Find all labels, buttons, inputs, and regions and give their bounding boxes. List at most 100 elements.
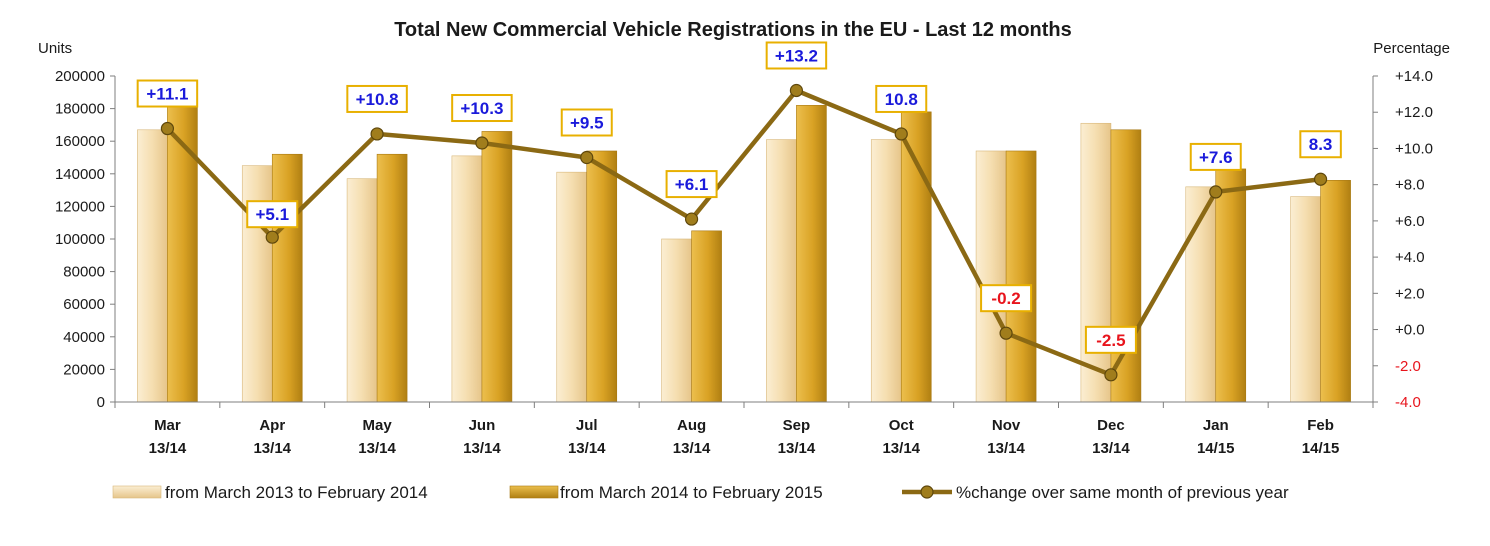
x-tick-label-month: Apr (259, 417, 285, 434)
pct-change-marker (160, 121, 175, 136)
bar-2013-14 (451, 155, 483, 403)
bar-2013-14 (1080, 122, 1112, 403)
right-tick-label: +6.0 (1395, 213, 1425, 230)
left-tick-label: 20000 (63, 361, 105, 378)
left-tick-label: 80000 (63, 264, 105, 281)
bar-2014-15 (376, 153, 408, 403)
data-label-box (665, 170, 718, 199)
data-label: 10.8 (885, 90, 918, 109)
bars-layer (137, 100, 1351, 403)
left-tick-label: 60000 (63, 296, 105, 313)
x-tick-label-period: 13/14 (149, 440, 187, 457)
data-label: +11.1 (146, 85, 188, 104)
right-tick-label: +0.0 (1395, 322, 1425, 339)
x-tick-label-month: Dec (1097, 417, 1125, 434)
x-tick-label-month: Oct (889, 417, 914, 434)
x-tick-label-month: Aug (677, 417, 706, 434)
data-label: +5.1 (255, 205, 289, 224)
x-tick-label-period: 13/14 (778, 440, 816, 457)
bar-2014-15 (1110, 129, 1142, 403)
data-label: -2.5 (1096, 331, 1125, 350)
x-axis: Mar 13/14 Apr 13/14 May 13/14 Jun 13/14 Jul 13/14… (114, 401, 1374, 457)
bar-2013-14 (556, 171, 588, 403)
x-tick-label-period: 13/14 (1092, 440, 1130, 457)
x-tick-label-period: 13/14 (253, 440, 291, 457)
bar-2014-15 (1215, 168, 1247, 403)
left-axis: 0 20000 40000 60000 80000 100000 120000 140000 1… (55, 68, 116, 411)
bar-2013-14 (1185, 186, 1217, 403)
line-layer: +11.1 +5.1 +10.8 +10.3 +9.5 +6.1 +13.2 10.8 -0.2… (136, 41, 1342, 382)
pct-change-marker (789, 83, 804, 98)
bar-2014-15 (900, 111, 932, 403)
bar-2014-15 (691, 230, 722, 403)
bar-2013-14 (975, 150, 1007, 403)
bar-2013-14 (346, 178, 378, 403)
x-tick-label-month: Sep (783, 417, 811, 434)
pct-change-marker (1313, 172, 1328, 186)
pct-change-marker (370, 127, 384, 141)
pct-change-marker (999, 326, 1013, 340)
bar-2013-14 (870, 139, 902, 403)
bar-2014-15 (481, 131, 513, 403)
data-label-box (136, 79, 199, 108)
right-tick-label: -4.0 (1395, 394, 1421, 411)
legend-swatch-2014-15 (509, 485, 559, 499)
x-tick-label-month: Jun (469, 417, 496, 434)
data-label: +10.3 (460, 99, 503, 118)
pct-change-marker (1104, 368, 1118, 382)
left-tick-label: 100000 (55, 231, 105, 248)
left-tick-label: 140000 (55, 166, 105, 183)
pct-change-marker (894, 127, 908, 141)
data-label-box (765, 41, 828, 70)
right-tick-label: +10.0 (1395, 140, 1433, 157)
pct-change-line (165, 88, 1321, 378)
data-label-box (980, 284, 1033, 313)
pct-change-marker (684, 212, 699, 226)
data-label-box (1299, 130, 1342, 159)
left-tick-label: 200000 (55, 68, 105, 85)
x-tick-label-period: 13/14 (673, 440, 711, 457)
x-tick-label-period: 13/14 (358, 440, 396, 457)
data-label: +9.5 (570, 114, 604, 133)
x-tick-label-month: Nov (992, 417, 1021, 434)
data-label-box (346, 84, 408, 113)
x-tick-label-month: May (362, 417, 392, 434)
left-tick-label: 120000 (55, 198, 105, 215)
right-tick-label: -2.0 (1395, 358, 1421, 375)
data-label: +7.6 (1199, 148, 1233, 167)
x-tick-label-period: 13/14 (568, 440, 606, 457)
data-label: +13.2 (775, 46, 818, 65)
data-label-box (246, 200, 299, 229)
left-tick-label: 160000 (55, 133, 105, 150)
data-label: +6.1 (675, 175, 709, 194)
data-label-box (875, 84, 928, 113)
bar-2014-15 (796, 105, 827, 403)
bar-2014-15 (586, 150, 618, 403)
pct-change-marker (580, 150, 594, 165)
y-axis-label: Units (38, 40, 72, 57)
pct-change-marker (265, 230, 279, 244)
x-tick-label-period: 13/14 (463, 440, 501, 457)
legend-label-pct-change: %change over same month of previous year (956, 483, 1289, 502)
x-tick-label-month: Jan (1203, 417, 1229, 434)
data-label: 8.3 (1309, 135, 1333, 154)
x-tick-label-month: Jul (576, 417, 598, 434)
left-tick-label: 180000 (55, 101, 105, 118)
x-tick-label-month: Feb (1307, 417, 1334, 434)
legend-marker-pct-change (920, 485, 934, 499)
chart-title: Total New Commercial Vehicle Registratio… (394, 19, 1072, 41)
data-label-box (1189, 142, 1242, 171)
right-axis: -4.0 -2.0 +0.0 +2.0 +4.0 +6.0 +8.0 +10.0 +12.0 +1… (1372, 68, 1433, 411)
legend-label-2013-14: from March 2013 to February 2014 (165, 483, 428, 502)
pct-change-marker (1209, 185, 1223, 199)
bar-2014-15 (167, 100, 198, 403)
pct-change-marker (475, 136, 489, 150)
data-label-box (1084, 325, 1137, 354)
right-tick-label: +8.0 (1395, 177, 1425, 194)
bar-2013-14 (766, 139, 797, 403)
right-tick-label: +2.0 (1395, 285, 1425, 302)
bar-2014-15 (1320, 180, 1351, 403)
right-tick-label: +4.0 (1395, 249, 1425, 266)
legend-swatch-2013-14 (112, 485, 162, 499)
